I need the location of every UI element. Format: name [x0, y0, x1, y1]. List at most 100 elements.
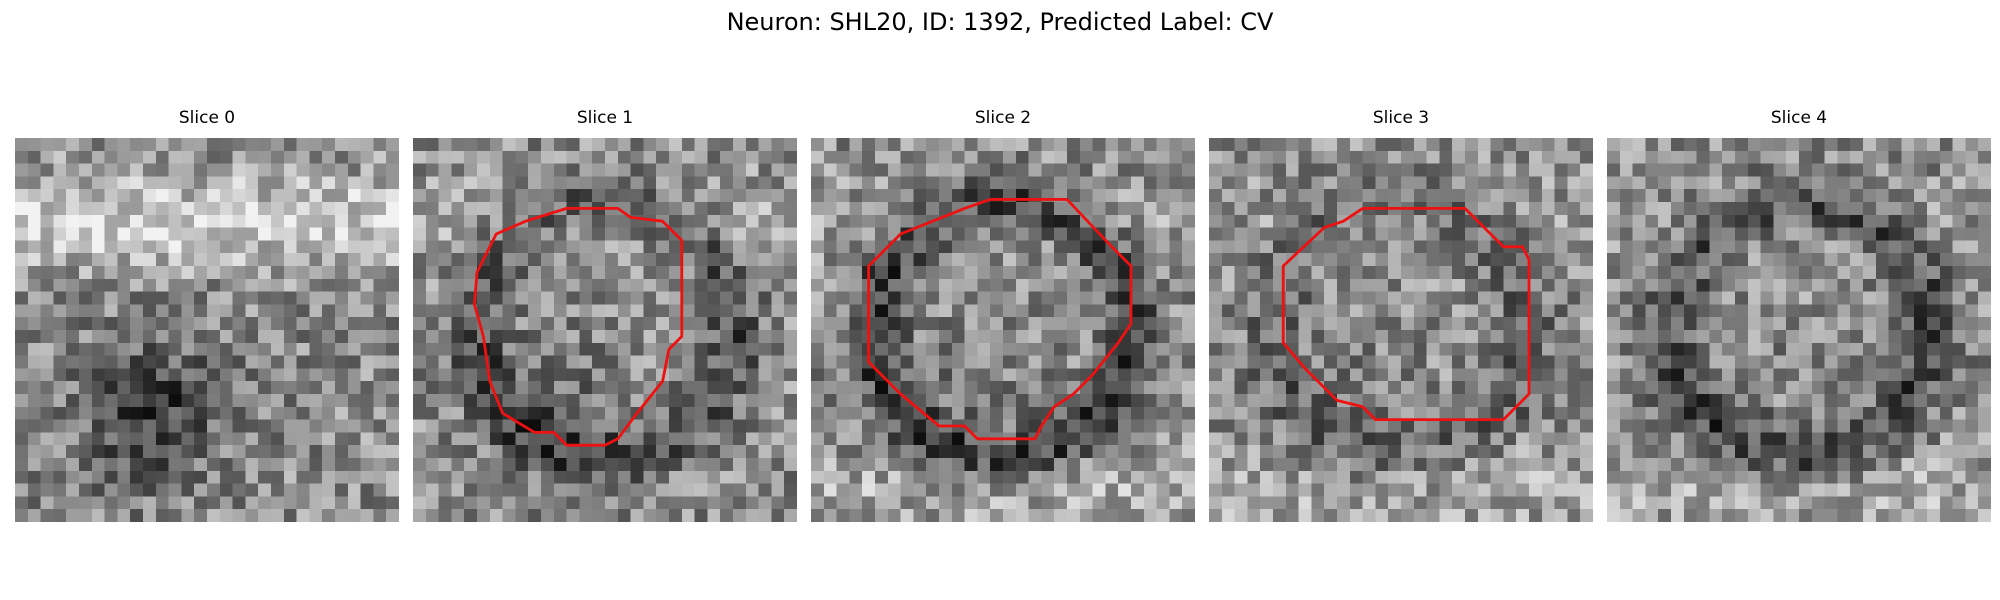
pixel: [309, 445, 323, 459]
pixel: [1105, 483, 1119, 497]
pixel: [1118, 470, 1132, 484]
pixel: [1554, 445, 1568, 459]
pixel: [964, 214, 978, 228]
pixel: [40, 432, 54, 446]
pixel: [579, 150, 593, 164]
pixel: [438, 202, 452, 216]
pixel: [1452, 253, 1466, 267]
pixel: [1465, 291, 1479, 305]
pixel: [27, 291, 41, 305]
pixel: [1696, 483, 1710, 497]
pixel: [1426, 496, 1440, 510]
pixel: [1850, 330, 1864, 344]
pixel: [964, 304, 978, 318]
pixel: [130, 253, 144, 267]
pixel: [1760, 342, 1774, 356]
pixel: [1439, 496, 1453, 510]
pixel: [939, 368, 953, 382]
pixel: [143, 253, 157, 267]
pixel: [143, 445, 157, 459]
pixel: [1914, 202, 1928, 216]
pixel: [707, 355, 721, 369]
pixel: [296, 214, 310, 228]
pixel: [1169, 445, 1183, 459]
pixel: [1221, 266, 1235, 280]
pixel: [1773, 381, 1787, 395]
pixel: [477, 163, 491, 177]
pixel: [1273, 458, 1287, 472]
pixel: [964, 227, 978, 241]
pixel: [1722, 176, 1736, 190]
pixel: [1413, 176, 1427, 190]
pixel: [1156, 419, 1170, 433]
pixel: [1413, 342, 1427, 356]
pixel: [1131, 253, 1145, 267]
pixel: [1914, 483, 1928, 497]
pixel: [1837, 458, 1851, 472]
pixel: [875, 317, 889, 331]
pixel: [130, 240, 144, 254]
pixel: [1234, 163, 1248, 177]
pixel: [373, 419, 387, 433]
pixel: [40, 458, 54, 472]
pixel: [1401, 227, 1415, 241]
pixel: [1426, 150, 1440, 164]
pixel: [1837, 317, 1851, 331]
pixel: [1658, 432, 1672, 446]
pixel: [1490, 483, 1504, 497]
pixel: [1503, 227, 1517, 241]
pixel: [1952, 330, 1966, 344]
pixel: [451, 445, 465, 459]
pixel: [181, 445, 195, 459]
pixel: [258, 394, 272, 408]
pixel: [66, 278, 80, 292]
pixel: [1067, 150, 1081, 164]
pixel: [66, 202, 80, 216]
pixel: [913, 330, 927, 344]
pixel: [1607, 509, 1621, 522]
pixel: [1311, 330, 1325, 344]
pixel: [1619, 266, 1633, 280]
pixel: [1490, 266, 1504, 280]
pixel: [143, 406, 157, 420]
pixel: [1658, 483, 1672, 497]
pixel: [1529, 381, 1543, 395]
pixel: [1079, 291, 1093, 305]
pixel: [1927, 189, 1941, 203]
pixel: [1914, 342, 1928, 356]
pixel: [413, 150, 427, 164]
pixel: [707, 202, 721, 216]
pixel: [413, 266, 427, 280]
pixel: [386, 240, 399, 254]
pixel: [849, 163, 863, 177]
pixel: [386, 406, 399, 420]
pixel: [53, 266, 67, 280]
pixel: [373, 368, 387, 382]
pixel: [1401, 240, 1415, 254]
pixel: [617, 317, 631, 331]
pixel: [1914, 406, 1928, 420]
pixel: [592, 304, 606, 318]
pixel: [849, 509, 863, 522]
pixel: [1747, 458, 1761, 472]
pixel: [1939, 202, 1953, 216]
pixel: [669, 189, 683, 203]
pixel: [1362, 419, 1376, 433]
pixel: [1811, 406, 1825, 420]
pixel: [1182, 291, 1195, 305]
pixel: [91, 278, 105, 292]
pixel: [1465, 317, 1479, 331]
pixel: [1067, 138, 1081, 152]
pixel: [309, 368, 323, 382]
pixel: [1375, 406, 1389, 420]
pixel: [335, 381, 349, 395]
pixel: [1927, 483, 1941, 497]
pixel: [1786, 163, 1800, 177]
pixel: [887, 496, 901, 510]
pixel: [1054, 381, 1068, 395]
pixel: [1465, 509, 1479, 522]
pixel: [143, 138, 157, 152]
pixel: [1607, 227, 1621, 241]
pixel: [271, 227, 285, 241]
pixel: [451, 394, 465, 408]
